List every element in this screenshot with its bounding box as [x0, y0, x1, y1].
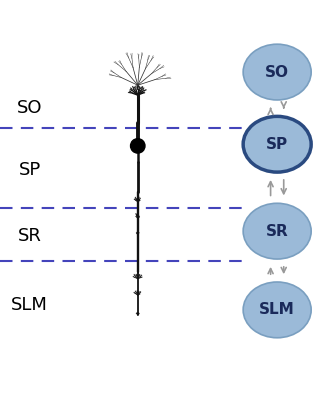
Ellipse shape: [243, 44, 311, 100]
Text: SLM: SLM: [11, 296, 48, 314]
Text: SP: SP: [18, 162, 41, 180]
Circle shape: [131, 139, 145, 153]
Ellipse shape: [243, 282, 311, 338]
Text: SR: SR: [18, 227, 41, 245]
Ellipse shape: [243, 203, 311, 259]
Text: SR: SR: [266, 224, 289, 239]
Text: SP: SP: [266, 137, 288, 152]
Text: SO: SO: [265, 64, 289, 80]
Text: SLM: SLM: [259, 302, 295, 317]
Ellipse shape: [243, 116, 311, 172]
Text: SO: SO: [17, 99, 42, 117]
